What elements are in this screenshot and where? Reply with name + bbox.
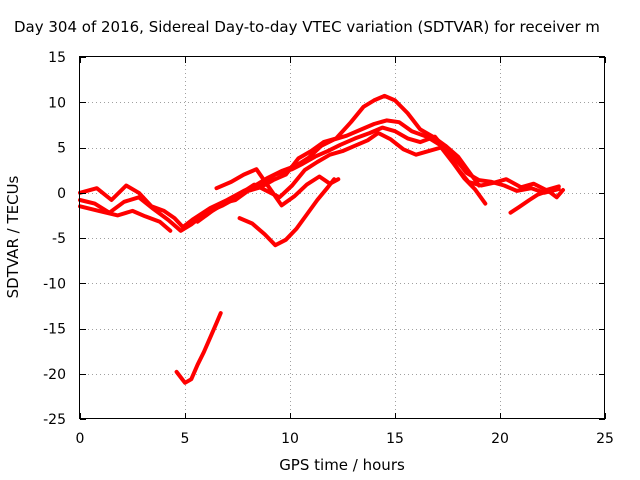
series-line-track-7	[237, 177, 337, 248]
x-tick-label: 25	[596, 431, 614, 447]
x-tick-label: 0	[76, 431, 85, 447]
x-tick-label: 5	[181, 431, 190, 447]
series-line-track-4	[187, 93, 481, 227]
series-line-track-5	[195, 131, 488, 224]
x-axis-label: GPS time / hours	[279, 456, 405, 474]
y-tick-label: -15	[43, 322, 66, 338]
plot-frame	[79, 56, 605, 419]
y-tick-label: -10	[43, 276, 66, 292]
y-tick-label: -5	[52, 231, 66, 247]
series-line-track-9	[508, 188, 565, 215]
x-tick-label: 10	[281, 431, 299, 447]
chart-title: Day 304 of 2016, Sidereal Day-to-day VTE…	[14, 18, 600, 36]
series-line-track-3	[78, 204, 173, 233]
x-tick-label: 20	[491, 431, 509, 447]
y-tick-label: -25	[43, 412, 66, 428]
y-tick-label: -20	[43, 367, 66, 383]
y-axis-label: SDTVAR / TECUs	[4, 175, 22, 298]
series-line-track-8	[174, 311, 223, 385]
y-tick-label: 5	[57, 141, 66, 157]
y-tick-label: 10	[48, 95, 66, 111]
x-tick-label: 15	[386, 431, 404, 447]
y-tick-label: 0	[57, 186, 66, 202]
y-axis-ticks: -25 -20 -15 -10 -5 0 5 10 15	[43, 50, 605, 428]
y-tick-label: 15	[48, 50, 66, 66]
data-series	[78, 93, 565, 385]
series-line-track-1	[78, 125, 561, 230]
x-axis-ticks: 0 5 10 15 20 25	[76, 57, 614, 447]
series-line-track-6	[214, 167, 341, 208]
grid-lines	[80, 57, 605, 419]
